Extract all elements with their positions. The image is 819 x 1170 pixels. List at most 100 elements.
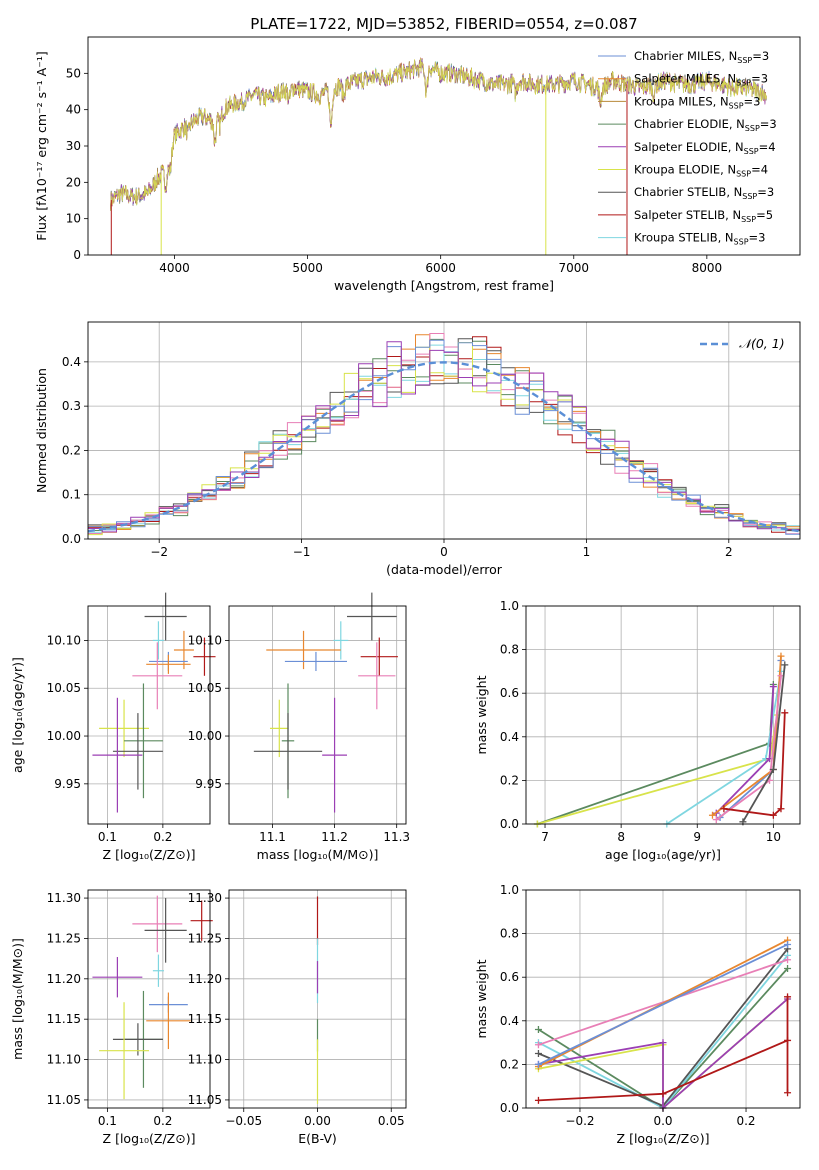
- legend-subscript: SSP: [737, 56, 752, 65]
- legend-subscript: SSP: [742, 192, 757, 201]
- legend-subscript: SSP: [741, 215, 756, 224]
- weight-marker: [777, 805, 785, 813]
- weight-line-pink: [538, 958, 788, 1046]
- axes-frame: [87, 889, 211, 1109]
- y-tick-label: 0.2: [500, 1057, 519, 1071]
- weight-marker: [781, 709, 789, 717]
- legend-suffix: =3: [744, 94, 761, 108]
- x-axis-label: Z [log₁₀(Z/Z⊙)]: [617, 1131, 710, 1146]
- y-tick-label: 11.25: [47, 931, 81, 945]
- legend-label: Salpeter ELODIE, N: [634, 140, 744, 154]
- legend-suffix: =4: [751, 163, 768, 177]
- weight-marker: [784, 956, 792, 964]
- y-tick-label: 11.05: [47, 1093, 81, 1107]
- x-tick-label: −2: [150, 545, 168, 559]
- legend-entry: Salpeter ELODIE, NSSP=4: [634, 140, 776, 156]
- legend-label: Kroupa ELODIE, N: [634, 163, 736, 177]
- y-axis-label: mass weight: [474, 959, 489, 1038]
- weight-marker: [659, 1039, 667, 1047]
- x-tick-label: 9: [693, 830, 701, 844]
- legend-suffix: =3: [760, 117, 777, 131]
- y-tick-label: 40: [66, 103, 81, 117]
- weight-marker: [769, 766, 777, 773]
- legend-subscript: SSP: [745, 124, 760, 133]
- x-tick-label: 0.2: [153, 1114, 172, 1128]
- y-axis-label: Flux [fλ10⁻¹⁷ erg cm⁻² s⁻¹ A⁻¹]: [34, 51, 49, 240]
- y-tick-label: 11.15: [188, 1012, 222, 1026]
- x-tick-label: 2: [725, 545, 733, 559]
- weight-line-salpeter-stelib: [723, 712, 786, 817]
- histogram-kroupa-stelib: [88, 342, 800, 533]
- x-axis-label: Z [log₁₀(Z/Z⊙)]: [103, 847, 196, 862]
- weight-marker: [784, 1036, 792, 1044]
- x-tick-label: 11.2: [321, 830, 348, 844]
- panel-weight_vs_age: 7 8 9 10 0.0 0.2 0.4 0.6 0.8 1.0 age [log₁₀(age/yr…: [474, 599, 801, 862]
- legend-suffix: =3: [751, 72, 768, 86]
- y-tick-label: 0.3: [62, 399, 81, 413]
- y-tick-label: 1.0: [500, 599, 519, 613]
- legend-label: Chabrier MILES, N: [634, 49, 737, 63]
- x-tick-label: 8: [617, 830, 625, 844]
- weight-line-salpeter-miles: [538, 939, 788, 1068]
- y-axis-label: mass weight: [474, 675, 489, 754]
- panel-weight_vs_Z: −0.2 0.0 0.2 0.0 0.2 0.4 0.6 0.8 1.0 Z [log₁₀(Z/Z…: [474, 883, 801, 1146]
- axes-frame: [525, 605, 801, 825]
- x-tick-label: 7000: [558, 261, 589, 275]
- y-tick-label: 0.6: [500, 970, 519, 984]
- x-tick-label: 0.0: [653, 1114, 672, 1128]
- plot-area: [87, 333, 801, 536]
- x-tick-label: 0.00: [304, 1114, 331, 1128]
- y-tick-label: 11.30: [188, 891, 222, 905]
- y-tick-label: 9.95: [195, 777, 222, 791]
- weight-marker: [534, 1050, 542, 1057]
- plot-area: [253, 592, 398, 813]
- x-tick-label: 0.1: [98, 830, 117, 844]
- legend-subscript: SSP: [736, 79, 751, 88]
- panel-mass_vs_Z: 0.1 0.2 11.05 11.10 11.15 11.20 11.25 11.30 Z [l…: [10, 889, 213, 1146]
- legend-entry: Kroupa ELODIE, NSSP=4: [634, 163, 768, 179]
- legend-suffix: =5: [756, 208, 773, 222]
- axes-frame: [525, 889, 801, 1109]
- x-axis-label: age [log₁₀(age/yr)]: [605, 847, 721, 862]
- legend-label: Chabrier ELODIE, N: [634, 117, 745, 131]
- y-axis-label: age [log₁₀(age/yr)]: [10, 657, 25, 773]
- weight-marker: [534, 1041, 542, 1049]
- x-tick-label: −0.05: [225, 1114, 262, 1128]
- y-tick-label: 0.8: [500, 927, 519, 941]
- legend-label: Kroupa STELIB, N: [634, 231, 734, 245]
- y-axis-label: Normed distribution: [34, 368, 49, 493]
- y-tick-label: 9.95: [54, 777, 81, 791]
- y-tick-label: 11.25: [188, 931, 222, 945]
- weight-marker: [777, 652, 785, 660]
- panel-spectrum: 4000 5000 6000 7000 8000 0 10 20 30 40 50 wavelengt…: [34, 15, 801, 293]
- gaussian-curve: [87, 361, 801, 533]
- y-tick-label: 1.0: [500, 883, 519, 897]
- legend-subscript: SSP: [736, 170, 751, 179]
- axes-frame: [87, 36, 801, 256]
- y-tick-label: 11.10: [188, 1053, 222, 1067]
- weight-marker: [769, 683, 777, 691]
- y-tick-label: 0.4: [500, 1014, 519, 1028]
- legend-label: Salpeter STELIB, N: [634, 208, 741, 222]
- y-tick-label: 0.6: [500, 686, 519, 700]
- legend-suffix: =3: [749, 231, 766, 245]
- x-tick-label: 0.2: [153, 830, 172, 844]
- axes-frame: [87, 605, 211, 825]
- plot-area: [92, 895, 213, 1100]
- plot-area: [533, 652, 789, 828]
- y-axis-label: mass [log₁₀(M/M⊙)]: [10, 938, 25, 1060]
- weight-line-kroupa-elodie: [537, 714, 779, 825]
- x-tick-label: 8000: [692, 261, 723, 275]
- y-tick-label: 30: [66, 139, 81, 153]
- y-tick-label: 10: [66, 212, 81, 226]
- x-axis-label: E(B-V): [298, 1131, 337, 1146]
- y-tick-label: 11.20: [188, 972, 222, 986]
- legend-suffix: =4: [759, 140, 776, 154]
- x-tick-label: 1: [583, 545, 591, 559]
- y-tick-label: 0.4: [500, 730, 519, 744]
- legend-entry: 𝒩(0, 1): [739, 336, 785, 351]
- y-tick-label: 0.8: [500, 643, 519, 657]
- weight-marker: [708, 811, 716, 819]
- x-tick-label: 6000: [425, 261, 456, 275]
- weight-marker: [781, 661, 789, 669]
